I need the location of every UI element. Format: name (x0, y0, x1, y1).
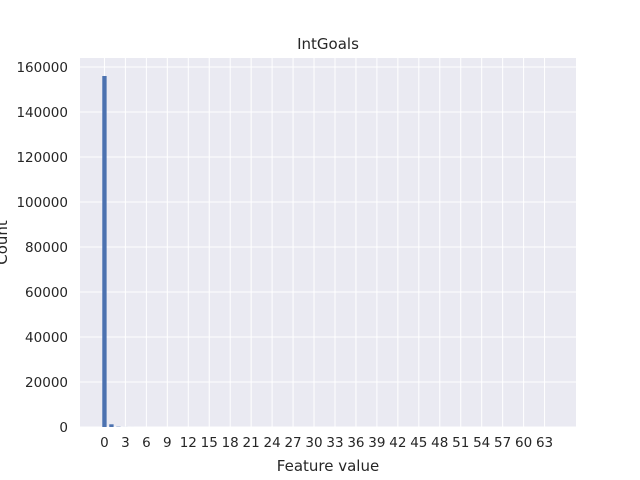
x-tick-label: 57 (494, 435, 511, 451)
x-tick-label: 12 (180, 435, 197, 451)
y-tick-label: 120000 (16, 150, 68, 166)
x-tick-label: 9 (163, 435, 172, 451)
x-tick-label: 27 (284, 435, 301, 451)
y-tick-label: 60000 (25, 285, 68, 301)
x-tick-label: 36 (347, 435, 364, 451)
bar (102, 76, 107, 427)
y-tick-label: 20000 (25, 375, 68, 391)
x-tick-label: 18 (222, 435, 239, 451)
chart-title: IntGoals (297, 35, 359, 53)
x-axis-label: Feature value (277, 457, 379, 475)
y-tick-label: 100000 (16, 195, 68, 211)
y-tick-label: 0 (59, 420, 68, 436)
x-tick-label: 21 (243, 435, 260, 451)
x-gridlines (103, 58, 546, 427)
bars (102, 76, 135, 427)
x-tick-label: 54 (473, 435, 490, 451)
y-tick-label: 40000 (25, 330, 68, 346)
x-tick-label: 15 (201, 435, 218, 451)
x-tick-labels: 0 3 6 9 12 15 18 21 24 27 30 33 36 39 42 45 48 51 54 57 60 63 (100, 435, 553, 451)
plot-area (80, 58, 576, 427)
y-tick-label: 160000 (16, 60, 68, 76)
x-tick-label: 60 (515, 435, 532, 451)
y-gridlines (80, 66, 576, 428)
x-tick-label: 30 (305, 435, 322, 451)
x-tick-label: 6 (142, 435, 151, 451)
y-tick-label: 140000 (16, 105, 68, 121)
x-tick-label: 51 (452, 435, 469, 451)
x-tick-label: 42 (389, 435, 406, 451)
x-tick-label: 24 (264, 435, 281, 451)
x-tick-label: 48 (431, 435, 448, 451)
x-tick-label: 63 (536, 435, 553, 451)
y-axis-label: Count (0, 220, 11, 265)
x-tick-label: 39 (368, 435, 385, 451)
bar (109, 424, 114, 427)
y-tick-labels: 0 20000 40000 60000 80000 100000 120000 140000 1… (16, 60, 68, 436)
x-tick-label: 0 (100, 435, 109, 451)
x-tick-label: 45 (410, 435, 427, 451)
x-tick-label: 3 (121, 435, 130, 451)
y-tick-label: 80000 (25, 240, 68, 256)
x-tick-label: 33 (326, 435, 343, 451)
